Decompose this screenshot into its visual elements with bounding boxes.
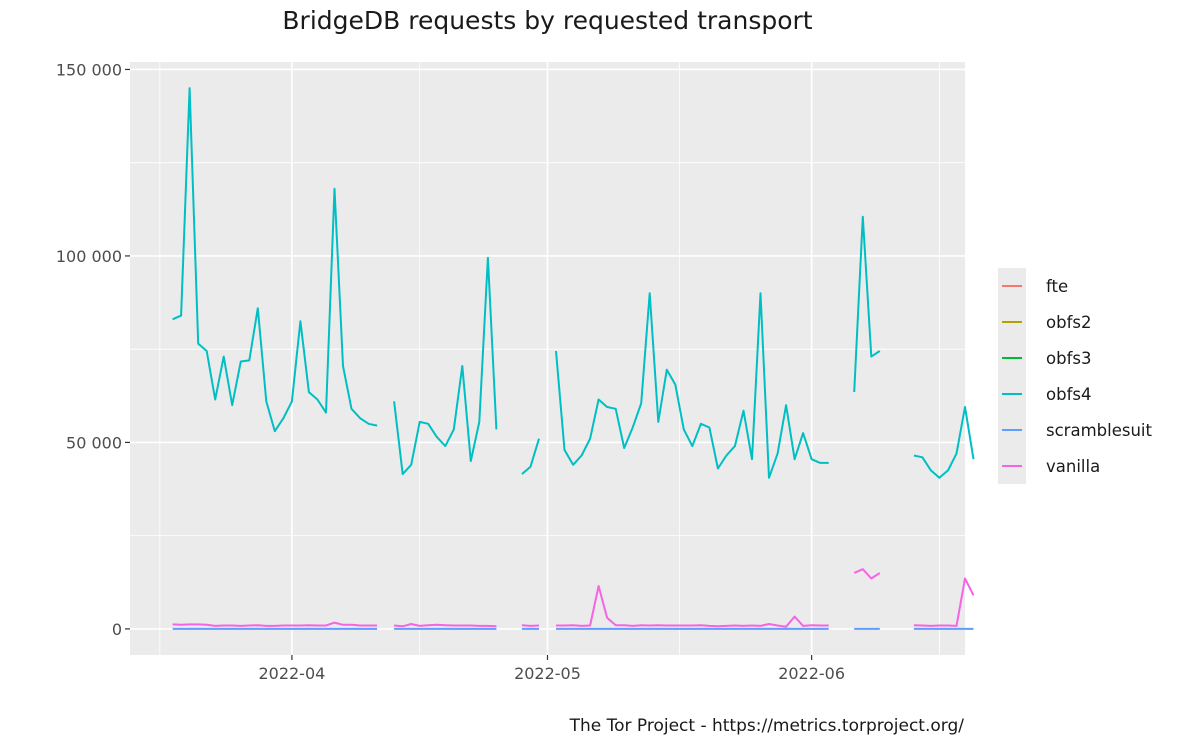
legend-background	[998, 268, 1026, 484]
y-axis: 0 50 000 100 000 150 000	[56, 60, 130, 639]
legend-label-obfs4: obfs4	[1046, 385, 1091, 404]
x-tick-label: 2022-04	[258, 664, 325, 683]
caption: The Tor Project - https://metrics.torpro…	[569, 716, 964, 736]
legend: fte obfs2 obfs3 obfs4 scramblesuit vanilla	[998, 268, 1152, 484]
legend-label-scramblesuit: scramblesuit	[1046, 421, 1152, 440]
series-line-vanilla	[172, 568, 975, 628]
legend-label-vanilla: vanilla	[1046, 457, 1100, 476]
series-line-obfs4	[172, 87, 975, 479]
y-tick-label: 50 000	[66, 433, 122, 452]
y-tick-label: 100 000	[56, 247, 122, 266]
y-tick-label: 150 000	[56, 60, 122, 79]
series-lines	[172, 87, 975, 630]
x-axis: 2022-04 2022-05 2022-06	[258, 655, 845, 683]
x-tick-label: 2022-05	[514, 664, 581, 683]
y-tick-label: 0	[112, 620, 122, 639]
chart-title: BridgeDB requests by requested transport	[282, 6, 813, 35]
legend-label-fte: fte	[1046, 277, 1068, 296]
legend-label-obfs2: obfs2	[1046, 313, 1091, 332]
x-tick-label: 2022-06	[778, 664, 845, 683]
legend-label-obfs3: obfs3	[1046, 349, 1091, 368]
